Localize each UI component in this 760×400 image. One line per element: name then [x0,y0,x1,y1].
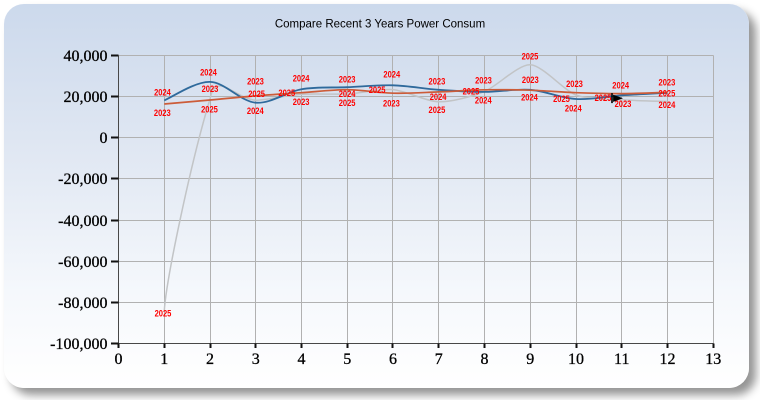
svg-text:1: 1 [160,351,168,368]
svg-text:10: 10 [568,351,584,368]
svg-text:40,000: 40,000 [64,48,108,65]
svg-text:2025: 2025 [553,94,570,104]
svg-text:2023: 2023 [475,75,492,85]
svg-text:2025: 2025 [522,52,539,62]
svg-text:2: 2 [206,351,214,368]
svg-text:2025: 2025 [595,93,612,103]
svg-text:2023: 2023 [247,77,264,87]
svg-text:2023: 2023 [339,74,356,84]
svg-text:2025: 2025 [278,88,295,98]
svg-text:2023: 2023 [522,75,539,85]
svg-text:8: 8 [481,351,489,368]
svg-text:20,000: 20,000 [64,89,108,106]
svg-text:2025: 2025 [155,309,172,319]
svg-text:4: 4 [298,351,306,368]
svg-text:2023: 2023 [202,84,219,94]
svg-text:2024: 2024 [154,88,172,98]
svg-text:11: 11 [614,351,629,368]
svg-text:2024: 2024 [200,67,218,77]
svg-text:2024: 2024 [521,92,539,102]
svg-text:2024: 2024 [339,89,357,99]
svg-text:2024: 2024 [612,81,630,91]
svg-text:2024: 2024 [430,92,448,102]
svg-text:-40,000: -40,000 [58,213,107,230]
svg-text:2024: 2024 [383,70,401,80]
svg-text:2024: 2024 [659,100,677,110]
svg-text:2023: 2023 [566,79,583,89]
svg-text:2023: 2023 [615,99,632,109]
svg-text:-100,000: -100,000 [50,336,107,353]
svg-text:Compare Recent 3 Years Power C: Compare Recent 3 Years Power Consum [275,19,485,31]
svg-text:2025: 2025 [248,89,265,99]
svg-text:2023: 2023 [383,98,400,108]
svg-text:7: 7 [435,351,443,368]
svg-text:2023: 2023 [659,78,676,88]
svg-text:-60,000: -60,000 [58,254,107,271]
svg-text:2024: 2024 [475,95,493,105]
svg-text:2024: 2024 [293,73,311,83]
svg-text:2025: 2025 [201,104,218,114]
svg-text:2023: 2023 [154,108,171,118]
svg-text:12: 12 [660,351,676,368]
svg-text:2023: 2023 [429,77,446,87]
svg-text:3: 3 [252,351,260,368]
svg-text:9: 9 [526,351,534,368]
svg-text:0: 0 [100,130,108,147]
svg-text:2024: 2024 [247,106,265,116]
svg-text:2024: 2024 [565,104,583,114]
svg-text:2023: 2023 [293,97,310,107]
svg-text:13: 13 [705,351,721,368]
svg-text:-80,000: -80,000 [58,295,107,312]
svg-text:-20,000: -20,000 [58,171,107,188]
svg-text:2025: 2025 [429,105,446,115]
svg-text:6: 6 [389,351,397,368]
svg-text:2025: 2025 [659,88,676,98]
svg-text:2025: 2025 [339,98,356,108]
svg-text:2025: 2025 [369,85,386,95]
svg-text:2025: 2025 [463,86,480,96]
svg-text:5: 5 [343,351,351,368]
svg-text:0: 0 [115,351,123,368]
